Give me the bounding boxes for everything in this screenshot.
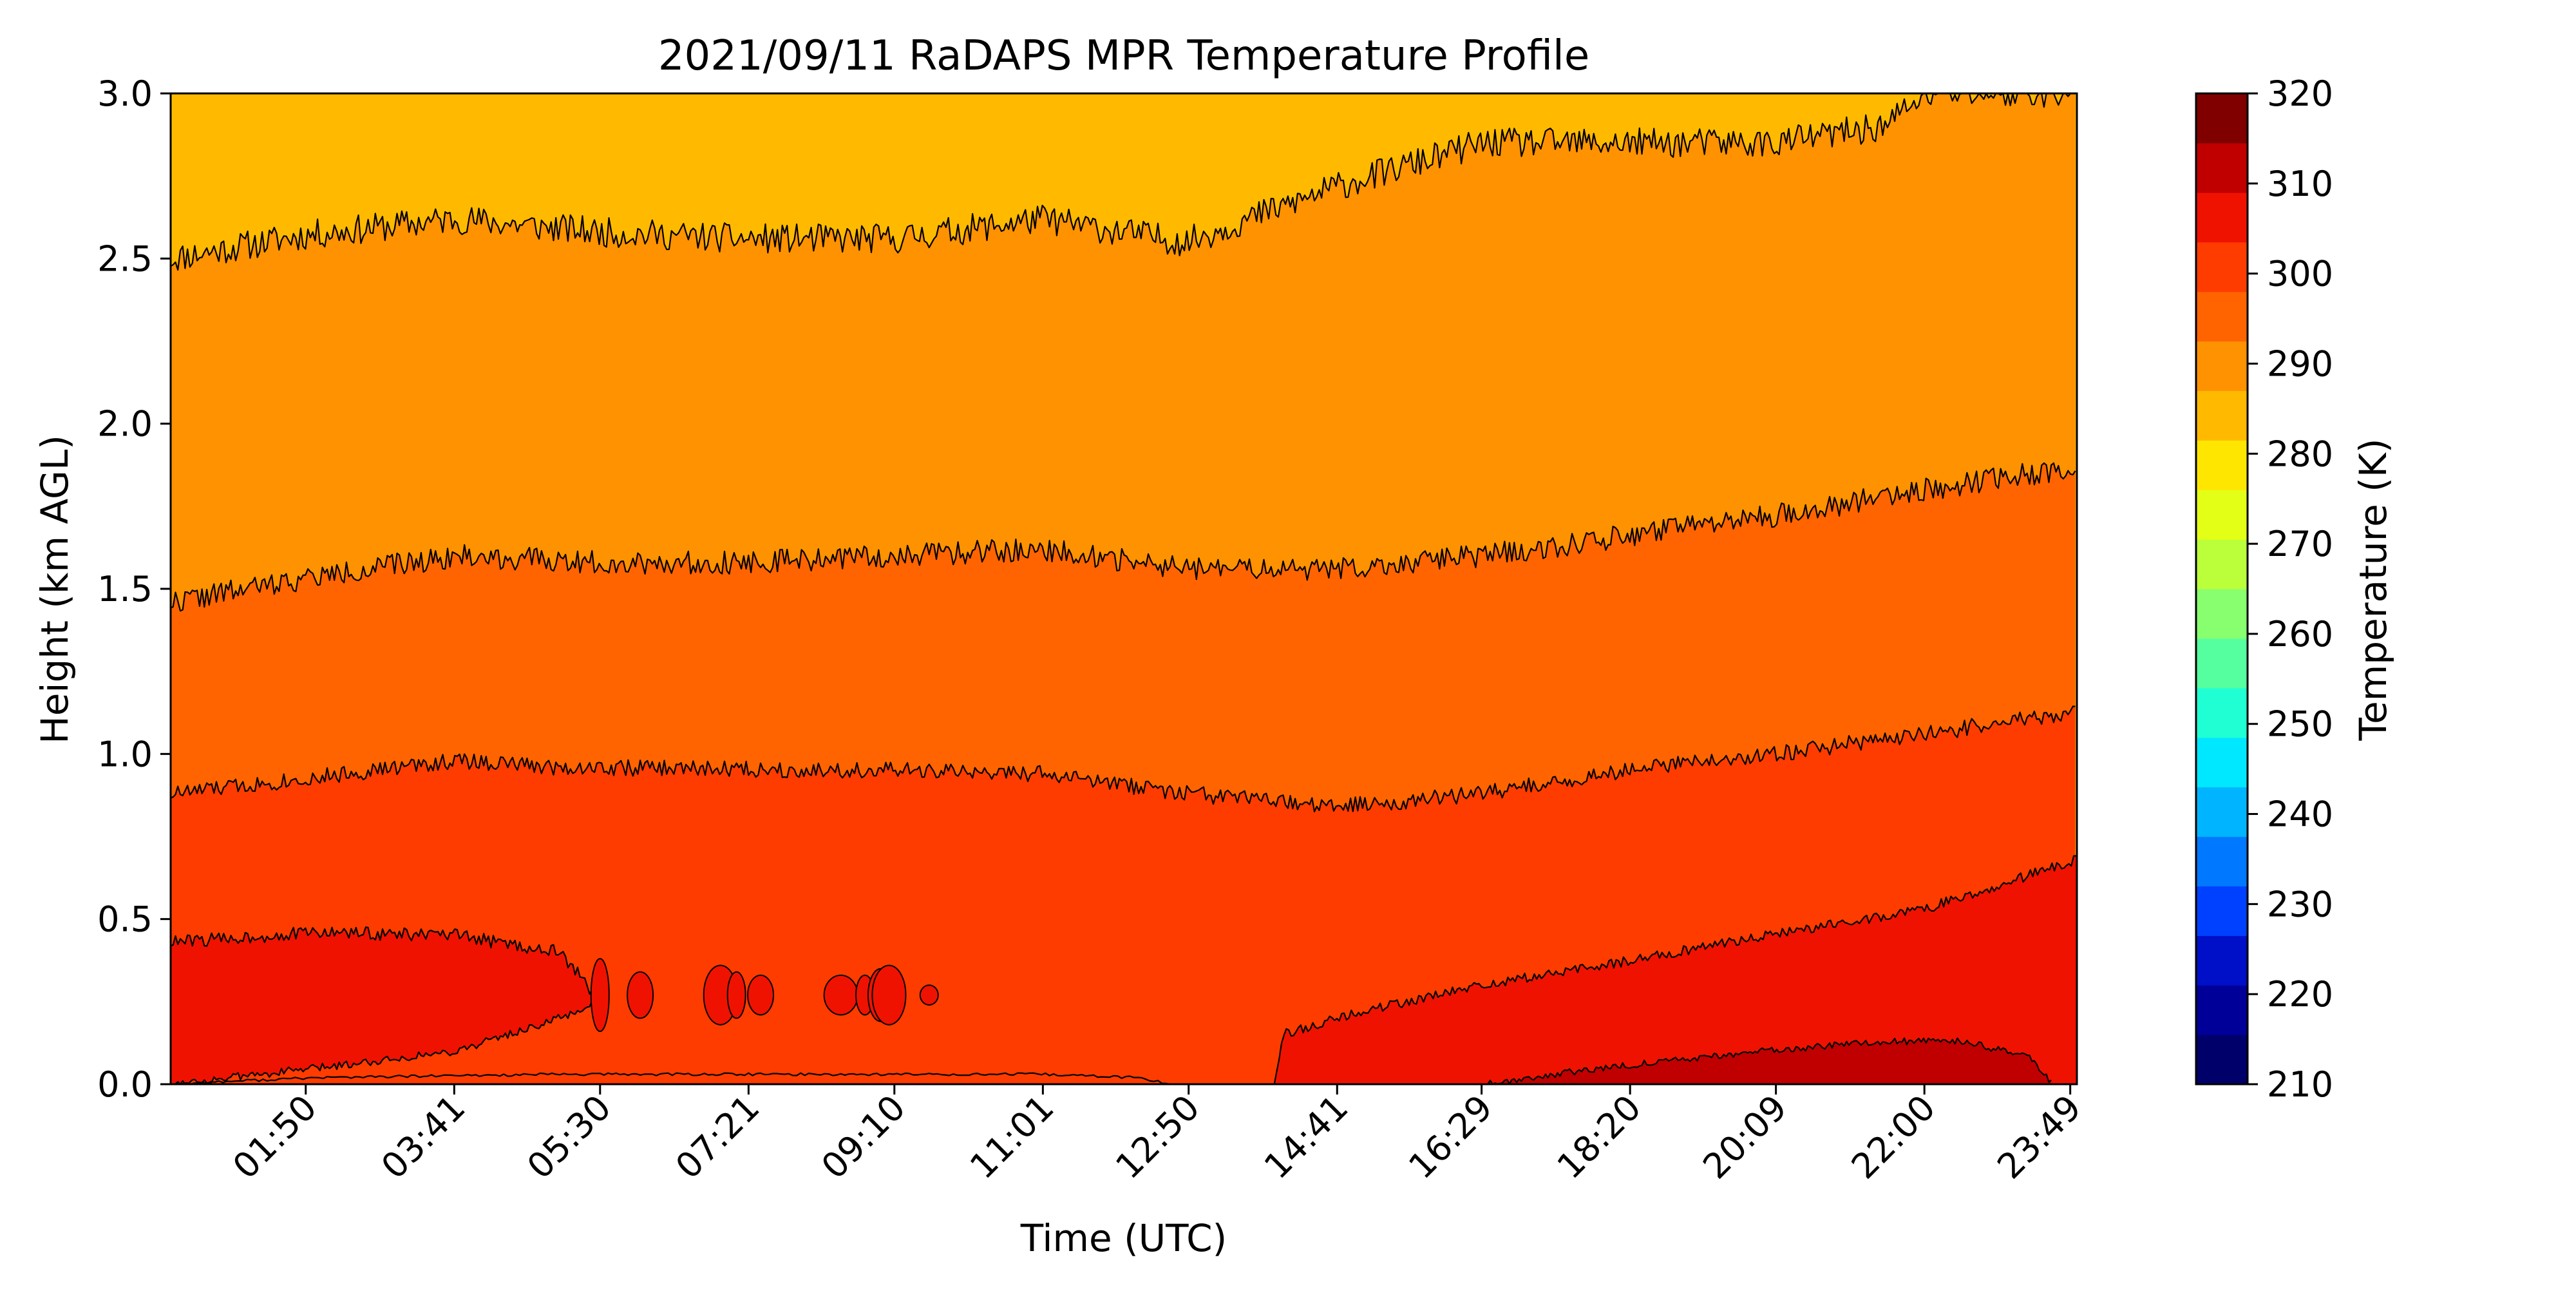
contour-line-280 (171, 93, 2076, 271)
colorbar: 210 220 230 240 250 260 270 280 290 300 310 320 (2195, 73, 2333, 1105)
x-tick-label: 16:29 (1401, 1087, 1501, 1187)
contour-line-300-midday (171, 1072, 1170, 1084)
contour-line-290 (171, 705, 2076, 812)
band-295-300-early (171, 927, 600, 1084)
band-295-300-late (1274, 856, 2076, 1084)
colorbar-segment (2196, 93, 2248, 144)
colorbar-segment (2196, 490, 2248, 540)
warm-cell-contour (919, 984, 939, 1006)
colorbar-tick-label: 310 (2267, 164, 2333, 204)
x-tick-label: 12:50 (1108, 1087, 1208, 1187)
colorbar-segment (2196, 1035, 2248, 1085)
x-tick-label: 20:09 (1695, 1087, 1795, 1187)
warm-cell-contour (823, 974, 858, 1016)
colorbar-label: Temperature (K) (2351, 438, 2395, 741)
y-tick-label: 1.5 (97, 569, 153, 609)
y-tick-label: 3.0 (97, 73, 153, 114)
warm-cell-contour (747, 974, 775, 1016)
colorbar-tick-label: 230 (2267, 884, 2333, 924)
colorbar-segment (2196, 341, 2248, 391)
x-tick-label: 23:49 (1989, 1087, 2089, 1187)
colorbar-tick-label: 210 (2267, 1064, 2333, 1105)
x-tick-label: 22:00 (1844, 1087, 1944, 1187)
y-tick-label: 2.0 (97, 404, 153, 445)
warm-cell-contour (726, 971, 746, 1019)
colorbar-segment (2196, 836, 2248, 886)
colorbar-tick-label: 250 (2267, 704, 2333, 745)
contour-line-295-early-bottom (171, 999, 600, 1084)
colorbar-tick-label: 290 (2267, 343, 2333, 384)
contour-fill-group (171, 93, 2077, 1084)
band-300-305-late (1482, 1038, 2052, 1084)
x-tick-label: 18:20 (1549, 1087, 1649, 1187)
colorbar-frame (2195, 92, 2249, 1085)
plot-area (171, 93, 2077, 1084)
x-axis-label: Time (UTC) (1020, 1216, 1227, 1260)
x-tick-label: 09:10 (813, 1087, 913, 1187)
colorbar-segment (2196, 291, 2248, 342)
colorbar-segment (2196, 687, 2248, 738)
colorbar-segment (2196, 440, 2248, 490)
y-tick-label: 2.5 (97, 238, 153, 279)
x-tick-label: 01:50 (225, 1087, 325, 1187)
colorbar-tick-label: 280 (2267, 434, 2333, 474)
warm-cell-contour (871, 964, 907, 1026)
chart-title: 2021/09/11 RaDAPS MPR Temperature Profil… (658, 32, 1589, 80)
colorbar-segment (2196, 638, 2248, 689)
colorbar-segment (2196, 242, 2248, 292)
contour-line-295-late (1273, 855, 2076, 1084)
x-tick-label: 07:21 (668, 1087, 768, 1187)
x-tick-label: 03:41 (374, 1087, 473, 1187)
colorbar-segment (2196, 935, 2248, 986)
colorbar-tick-label: 240 (2267, 794, 2333, 835)
x-tick-label: 14:41 (1256, 1087, 1356, 1187)
y-tick-label: 0.5 (97, 899, 153, 940)
colorbar-tick-label: 300 (2267, 254, 2333, 294)
contour-line-285 (171, 462, 2076, 612)
colorbar-tick-label: 220 (2267, 974, 2333, 1015)
contour-line-300-late (1482, 1037, 2052, 1084)
colorbar-segment (2196, 737, 2248, 788)
y-tick-label: 1.0 (97, 734, 153, 774)
colorbar-segment (2196, 142, 2248, 193)
colorbar-segment (2196, 985, 2248, 1035)
colorbar-segment (2196, 539, 2248, 589)
x-tick-label: 05:30 (519, 1087, 619, 1187)
warm-cell-contour (590, 958, 610, 1032)
y-tick-label: 0.0 (97, 1064, 153, 1105)
colorbar-tick-label: 320 (2267, 73, 2333, 114)
colorbar-tick-label: 270 (2267, 524, 2333, 564)
colorbar-segment (2196, 886, 2248, 936)
colorbar-segment (2196, 192, 2248, 243)
colorbar-tick-label: 260 (2267, 614, 2333, 655)
colorbar-segment (2196, 390, 2248, 441)
contour-line-295-early-top (171, 926, 600, 1006)
x-tick-label: 11:01 (962, 1087, 1062, 1187)
colorbar-segment (2196, 787, 2248, 837)
colorbar-segment (2196, 589, 2248, 639)
y-axis-label: Height (km AGL) (33, 435, 77, 744)
warm-cell-contour (627, 971, 654, 1019)
